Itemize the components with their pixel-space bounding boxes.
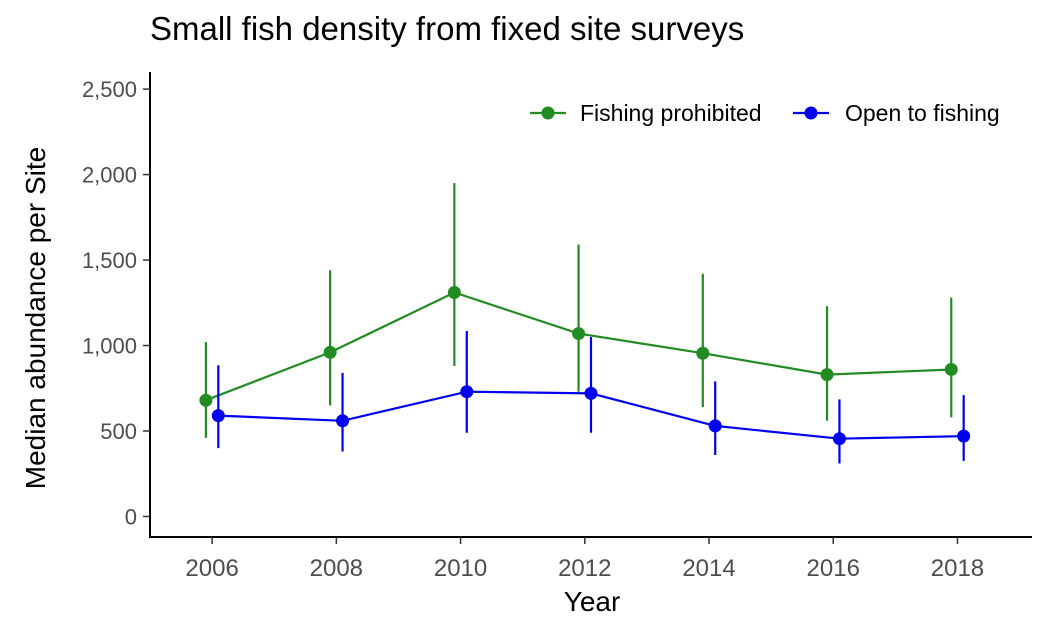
legend-label: Fishing prohibited: [580, 100, 762, 126]
data-point: [832, 432, 846, 446]
x-tick-label: 2018: [931, 555, 984, 582]
axes: 0 500 1,000 1,500 2,000 2,500 2006 2008 2010 2012…: [82, 72, 1032, 582]
y-tick-label: 2,500: [82, 77, 137, 102]
data-point: [944, 362, 958, 376]
data-point: [460, 385, 474, 399]
data-point: [211, 409, 225, 423]
x-tick-label: 2006: [185, 555, 238, 582]
y-tick-label: 1,500: [82, 248, 137, 273]
legend-marker: [541, 106, 555, 120]
x-tick-label: 2014: [682, 555, 735, 582]
legend-item-2: Open to fishing: [793, 100, 1000, 126]
data-point: [957, 429, 971, 443]
x-tick-label: 2012: [558, 555, 611, 582]
data-point: [447, 286, 461, 300]
data-point: [584, 386, 598, 400]
data-point: [336, 414, 350, 428]
chart-title: Small fish density from fixed site surve…: [150, 10, 745, 47]
data-point: [199, 393, 213, 407]
y-tick-label: 1,000: [82, 334, 137, 359]
legend-label: Open to fishing: [845, 100, 1000, 126]
legend: Fishing prohibited Open to fishing: [530, 100, 1000, 126]
y-tick-label: 2,000: [82, 163, 137, 188]
y-tick-label: 0: [125, 504, 137, 529]
data-point: [708, 419, 722, 433]
legend-item-1: Fishing prohibited: [530, 100, 762, 126]
series-layer: [199, 183, 971, 464]
series-1: [199, 183, 958, 438]
series-2: [211, 330, 971, 464]
x-axis-title: Year: [563, 586, 621, 617]
x-tick-label: 2016: [807, 555, 860, 582]
x-tick-label: 2008: [310, 555, 363, 582]
data-point: [323, 345, 337, 359]
data-point: [572, 327, 586, 341]
y-tick-label: 500: [100, 419, 137, 444]
x-tick-label: 2010: [434, 555, 487, 582]
data-point: [696, 346, 710, 360]
legend-marker: [804, 106, 818, 120]
data-point: [820, 368, 834, 382]
